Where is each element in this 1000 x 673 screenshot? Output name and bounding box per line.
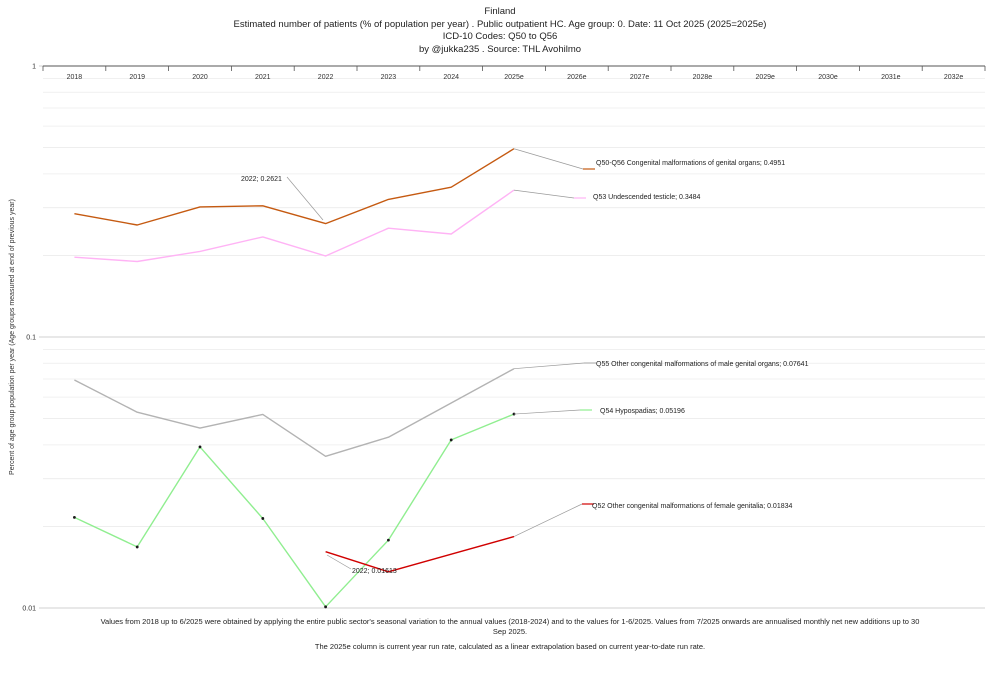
data-point-marker — [324, 605, 327, 609]
annotation-label: 2022; 0.01613 — [352, 568, 397, 575]
footnote-run-rate: The 2025e column is current year run rat… — [314, 642, 706, 651]
leader-line — [513, 362, 585, 370]
x-tick-label: 2021 — [255, 74, 271, 81]
x-tick-label: 2022 — [318, 74, 334, 81]
x-tick-label: 2018 — [67, 74, 83, 81]
series-end-label: Q52 Other congenital malformations of fe… — [592, 503, 793, 510]
x-tick-label: 2023 — [381, 74, 397, 81]
x-tick-label: 2027e — [630, 74, 650, 81]
chart-title-source: by @jukka235 . Source: THL Avohilmo — [418, 43, 582, 55]
y-tick-label: 0.1 — [26, 335, 36, 342]
y-axis-title: Percent of age group population per year… — [9, 199, 16, 475]
x-tick-label: 2032e — [944, 74, 964, 81]
x-tick-label: 2019 — [129, 74, 145, 81]
series-line — [74, 148, 515, 226]
annotation-leader — [286, 176, 324, 221]
x-tick-label: 2029e — [755, 74, 775, 81]
chart-title-country: Finland — [484, 6, 516, 17]
leader-line — [513, 189, 575, 199]
data-point-marker — [261, 517, 265, 520]
series-end-label: Q53 Undescended testicle; 0.3484 — [593, 194, 701, 201]
chart-title-codes: ICD-10 Codes: Q50 to Q56 — [442, 31, 558, 42]
x-tick-label: 2020 — [192, 74, 208, 81]
leader-line — [513, 148, 584, 170]
data-point-marker — [387, 538, 390, 542]
x-tick-label: 2031e — [881, 74, 901, 81]
series-end-label: Q55 Other congenital malformations of ma… — [596, 361, 809, 368]
x-tick-label: 2030e — [818, 74, 838, 81]
data-point-marker — [73, 515, 76, 519]
series-end-label: Q54 Hypospadias; 0.05196 — [600, 408, 685, 415]
annotation-label: 2022; 0.2621 — [241, 176, 282, 183]
series-line — [74, 413, 515, 608]
x-tick-label: 2024 — [443, 74, 459, 81]
data-point-marker — [198, 445, 202, 449]
y-tick-label: 1 — [32, 64, 36, 71]
leader-line — [513, 503, 583, 537]
y-tick-label: 0.01 — [22, 606, 36, 613]
chart-title-description: Estimated number of patients (% of popul… — [233, 18, 767, 30]
data-point-marker — [449, 438, 453, 442]
series-line — [74, 189, 515, 263]
annotation-leader — [326, 554, 352, 570]
x-tick-label: 2025e — [504, 74, 524, 81]
footnote-method: Values from 2018 up to 6/2025 were obtai… — [100, 617, 920, 636]
data-point-marker — [135, 545, 139, 549]
series-end-label: Q50-Q56 Congenital malformations of geni… — [596, 160, 785, 167]
series-line — [325, 535, 515, 573]
leader-line — [513, 409, 581, 415]
x-tick-label: 2026e — [567, 74, 587, 81]
x-tick-label: 2028e — [693, 74, 713, 81]
series-line — [74, 368, 515, 457]
chart-title-block: Finland Estimated number of patients (% … — [0, 6, 1000, 56]
